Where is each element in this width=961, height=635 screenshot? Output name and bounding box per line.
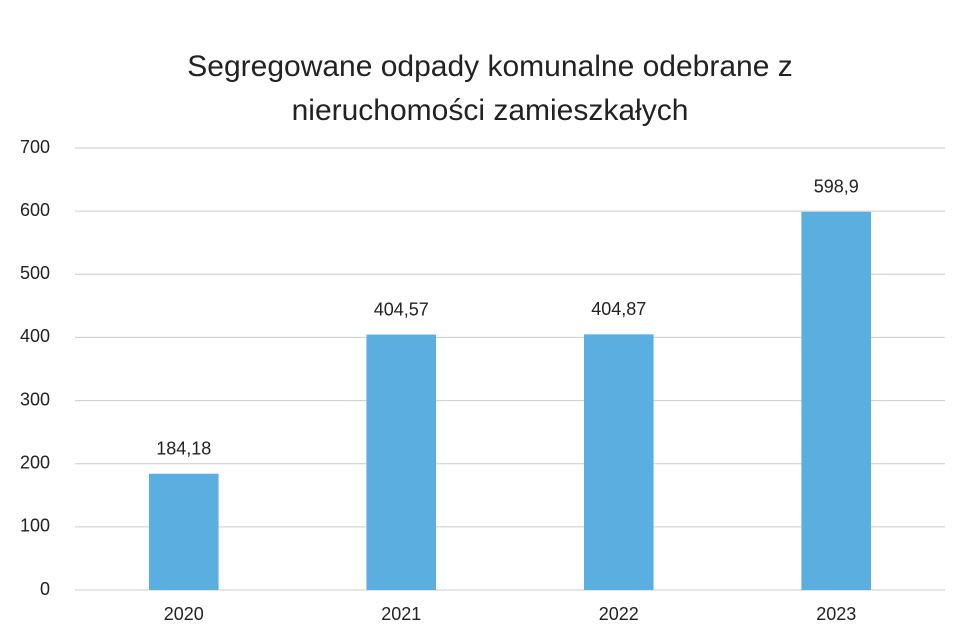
chart-title: Segregowane odpady komunalne odebrane z … bbox=[187, 50, 793, 127]
data-label: 184,18 bbox=[156, 438, 211, 458]
y-tick-label: 300 bbox=[20, 389, 50, 409]
y-tick-label: 700 bbox=[20, 137, 50, 157]
y-tick-label: 200 bbox=[20, 452, 50, 472]
x-tick-label: 2023 bbox=[816, 604, 856, 624]
x-tick-label: 2022 bbox=[599, 604, 639, 624]
data-label: 404,57 bbox=[374, 299, 429, 319]
y-tick-label: 600 bbox=[20, 200, 50, 220]
bar bbox=[801, 211, 872, 590]
data-label: 404,87 bbox=[591, 299, 646, 319]
bar bbox=[148, 473, 219, 590]
y-tick-label: 500 bbox=[20, 263, 50, 283]
data-label: 598,9 bbox=[814, 177, 859, 197]
x-tick-label: 2021 bbox=[381, 604, 421, 624]
y-tick-label: 0 bbox=[40, 579, 50, 599]
y-tick-label: 100 bbox=[20, 516, 50, 536]
x-tick-label: 2020 bbox=[164, 604, 204, 624]
y-tick-label: 400 bbox=[20, 326, 50, 346]
bar bbox=[583, 334, 654, 590]
bar bbox=[366, 334, 437, 590]
